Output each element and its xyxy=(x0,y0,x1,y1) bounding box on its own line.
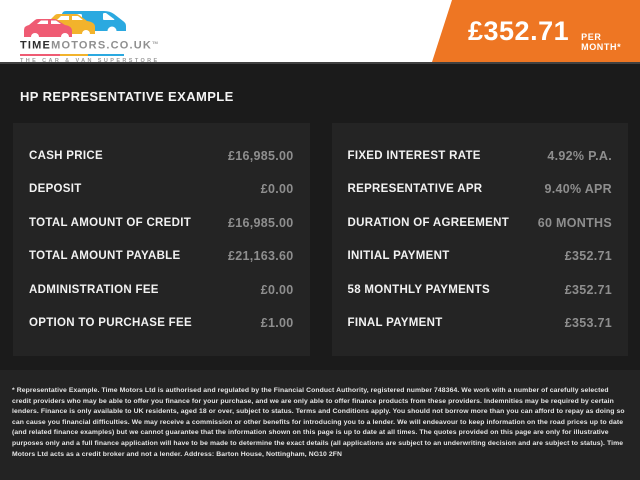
row-final-payment: FINAL PAYMENT £353.71 xyxy=(348,307,613,341)
finance-value: £16,985.00 xyxy=(227,215,294,230)
disclaimer-text: * Representative Example. Time Motors Lt… xyxy=(12,387,625,458)
finance-label: DEPOSIT xyxy=(29,183,82,196)
row-monthly-payments: 58 MONTHLY PAYMENTS £352.71 xyxy=(348,273,613,307)
finance-example-section: HP REPRESENTATIVE EXAMPLE CASH PRICE £16… xyxy=(0,62,640,480)
finance-value: £352.71 xyxy=(564,282,612,297)
finance-label: ADMINISTRATION FEE xyxy=(29,283,159,296)
logo-wordmark: TIMEMOTORS.CO.UKTM xyxy=(20,37,158,52)
finance-label: FIXED INTEREST RATE xyxy=(347,149,481,162)
monthly-price-amount: £352.71 xyxy=(468,16,570,46)
finance-value: 60 MONTHS xyxy=(537,215,612,230)
finance-label: CASH PRICE xyxy=(29,149,103,162)
logo-wordmark-bold: TIME xyxy=(20,39,52,52)
trademark-symbol: TM xyxy=(152,40,158,45)
finance-value: £16,985.00 xyxy=(227,148,294,163)
row-total-credit: TOTAL AMOUNT OF CREDIT £16,985.00 xyxy=(29,206,294,240)
logo-divider-pink xyxy=(20,53,60,56)
legal-footer: * Representative Example. Time Motors Lt… xyxy=(0,370,640,480)
row-total-payable: TOTAL AMOUNT PAYABLE £21,163.60 xyxy=(29,240,294,274)
finance-value: 4.92% P.A. xyxy=(547,148,612,163)
finance-label: FINAL PAYMENT xyxy=(347,317,443,330)
row-representative-apr: REPRESENTATIVE APR 9.40% APR xyxy=(348,173,613,207)
finance-value: £352.71 xyxy=(564,249,612,264)
finance-panels: CASH PRICE £16,985.00 DEPOSIT £0.00 TOTA… xyxy=(13,123,628,356)
page-title: HP REPRESENTATIVE EXAMPLE xyxy=(20,89,234,104)
finance-label: 58 MONTHLY PAYMENTS xyxy=(347,283,490,296)
finance-value: £1.00 xyxy=(260,316,294,331)
logo-wordmark-rest: MOTORS.CO.UK xyxy=(51,39,153,52)
row-initial-payment: INITIAL PAYMENT £352.71 xyxy=(348,240,613,274)
finance-panel-right: FIXED INTEREST RATE 4.92% P.A. REPRESENT… xyxy=(331,123,628,356)
finance-label: INITIAL PAYMENT xyxy=(347,250,450,263)
row-admin-fee: ADMINISTRATION FEE £0.00 xyxy=(29,273,294,307)
monthly-price-badge: £352.71 PER MONTH* xyxy=(432,0,640,62)
row-deposit: DEPOSIT £0.00 xyxy=(29,173,294,207)
timemotors-logo[interactable]: TIMEMOTORS.CO.UKTM THE CAR & VAN SUPERST… xyxy=(20,3,160,64)
logo-divider-blue xyxy=(88,53,124,56)
finance-value: £21,163.60 xyxy=(227,249,294,264)
finance-label: TOTAL AMOUNT PAYABLE xyxy=(29,250,181,263)
row-cash-price: CASH PRICE £16,985.00 xyxy=(29,139,294,173)
logo-divider xyxy=(20,53,124,56)
monthly-price-period: PER MONTH* xyxy=(581,32,622,52)
logo-divider-yellow xyxy=(60,53,88,56)
logo-vehicles-icon xyxy=(24,11,126,37)
finance-label: DURATION OF AGREEMENT xyxy=(347,216,510,229)
finance-value: 9.40% APR xyxy=(544,182,612,197)
car-icon-pink xyxy=(24,19,72,37)
site-header: TIMEMOTORS.CO.UKTM THE CAR & VAN SUPERST… xyxy=(0,0,640,64)
row-fixed-interest-rate: FIXED INTEREST RATE 4.92% P.A. xyxy=(348,139,613,173)
logo-tagline: THE CAR & VAN SUPERSTORE xyxy=(20,57,160,64)
row-duration: DURATION OF AGREEMENT 60 MONTHS xyxy=(348,206,613,240)
finance-label: OPTION TO PURCHASE FEE xyxy=(29,317,192,330)
finance-panel-left: CASH PRICE £16,985.00 DEPOSIT £0.00 TOTA… xyxy=(13,123,310,356)
finance-value: £0.00 xyxy=(260,182,294,197)
row-option-to-purchase-fee: OPTION TO PURCHASE FEE £1.00 xyxy=(29,307,294,341)
finance-label: REPRESENTATIVE APR xyxy=(347,183,483,196)
finance-label: TOTAL AMOUNT OF CREDIT xyxy=(29,216,192,229)
finance-value: £353.71 xyxy=(564,316,612,331)
finance-value: £0.00 xyxy=(260,282,294,297)
